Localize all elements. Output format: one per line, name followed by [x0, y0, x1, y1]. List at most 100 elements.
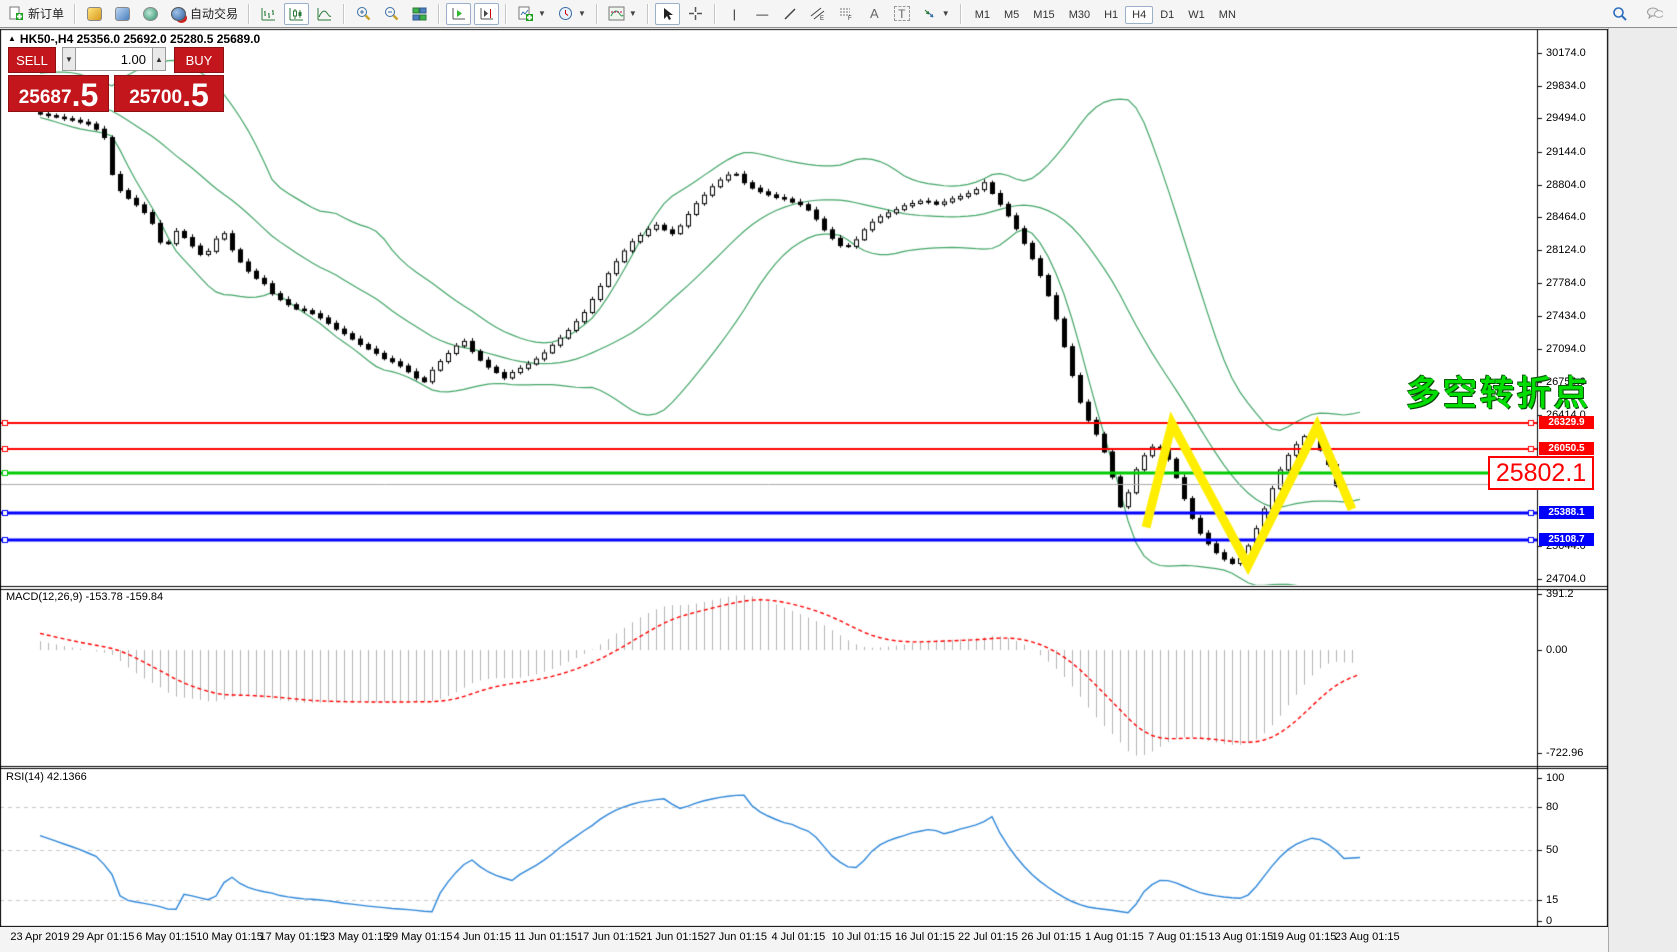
- price-callout-box[interactable]: 25802.1: [1488, 456, 1594, 490]
- time-tick-label: 13 Aug 01:15: [1208, 931, 1274, 943]
- time-tick-label: 4 Jun 01:15: [453, 931, 512, 943]
- price-tick: 26754.0: [1546, 375, 1586, 388]
- timeframe-w1[interactable]: W1: [1188, 8, 1205, 21]
- time-tick-label: 29 Apr 01:15: [71, 931, 135, 943]
- separator: [74, 3, 77, 24]
- time-tick-label: 22 Jul 01:15: [958, 931, 1018, 943]
- time-tick-label: 23 May 01:15: [322, 931, 390, 943]
- trendline-button[interactable]: [778, 3, 803, 25]
- timeframe-mn[interactable]: MN: [1218, 8, 1236, 21]
- macd-tick: 0.00: [1546, 644, 1568, 656]
- vertical-line-icon: |: [732, 6, 736, 21]
- text-button[interactable]: A: [862, 3, 887, 25]
- tile-windows-button[interactable]: [407, 3, 432, 25]
- price-tick: 28124.0: [1546, 244, 1586, 257]
- buy-button[interactable]: BUY: [174, 47, 224, 73]
- chart-title: ▲ HK50-,H4 25356.0 25692.0 25280.5 25689.…: [8, 32, 260, 46]
- arrows-button[interactable]: ▼: [917, 3, 954, 25]
- rsi-label: RSI(14) 42.1366: [6, 771, 87, 783]
- price-tick: 28804.0: [1546, 178, 1586, 191]
- market-watch-button[interactable]: [82, 3, 107, 25]
- svg-text:E: E: [820, 16, 824, 21]
- vertical-line-button[interactable]: |: [722, 3, 747, 25]
- text-label-button[interactable]: T: [890, 3, 914, 24]
- time-tick-label: 17 May 01:15: [259, 931, 327, 943]
- candlestick-chart-button[interactable]: [284, 2, 310, 25]
- crosshair-button[interactable]: [683, 3, 708, 25]
- trendline-icon: [782, 6, 799, 22]
- timeframe-m15[interactable]: M15: [1033, 8, 1055, 21]
- turning-point-annotation[interactable]: 多空转折点: [1406, 375, 1591, 413]
- macd-label: MACD(12,26,9) -153.78 -159.84: [6, 591, 164, 603]
- volume-decrease-button[interactable]: ▼: [62, 47, 76, 71]
- collapse-triangle-icon[interactable]: ▲: [8, 34, 16, 43]
- toolbar: 新订单 自动交易 ▼ ▼: [0, 0, 1677, 28]
- buy-price[interactable]: 25700 .5: [114, 75, 224, 112]
- timeframe-group: M1 M5 M15 M30 H1 H4 D1 W1 MN: [968, 5, 1243, 24]
- timeframe-m5[interactable]: M5: [1004, 8, 1020, 21]
- timeframe-h4[interactable]: H4: [1125, 5, 1154, 24]
- new-chart-icon: [517, 6, 534, 22]
- chat-button[interactable]: [1642, 3, 1667, 25]
- buy-price-frac: .5: [182, 76, 209, 113]
- time-tick-label: 10 Jul 01:15: [831, 931, 892, 943]
- sell-price[interactable]: 25687 .5: [8, 75, 109, 112]
- separator: [959, 3, 962, 24]
- timeframe-m30[interactable]: M30: [1068, 8, 1091, 21]
- zoom-out-button[interactable]: [379, 3, 404, 25]
- indicators-button[interactable]: ▼: [604, 3, 641, 25]
- symbol-period: HK50-,H4: [19, 32, 74, 46]
- navigator-button[interactable]: [138, 3, 163, 25]
- rsi-tick: 0: [1546, 915, 1553, 927]
- time-tick-label: 23 Apr 2019: [10, 931, 70, 943]
- search-button[interactable]: [1607, 3, 1632, 25]
- time-tick-label: 29 May 01:15: [385, 931, 453, 943]
- timeframe-m1[interactable]: M1: [974, 8, 990, 21]
- data-window-icon: [114, 6, 131, 22]
- time-tick-label: 7 Aug 01:15: [1148, 931, 1207, 943]
- timeframe-h1[interactable]: H1: [1104, 8, 1119, 21]
- macd-tick: 391.2: [1546, 588, 1574, 601]
- new-order-button[interactable]: 新订单: [4, 2, 68, 25]
- price-tick: 27434.0: [1546, 310, 1586, 323]
- sell-button[interactable]: SELL: [8, 47, 56, 73]
- period-button[interactable]: ▼: [553, 3, 590, 25]
- time-tick-label: 27 Jun 01:15: [703, 931, 767, 943]
- time-tick-label: 17 Jun 01:15: [576, 931, 641, 943]
- separator: [713, 3, 716, 24]
- rsi-tick: 15: [1546, 893, 1559, 906]
- bar-chart-button[interactable]: [256, 3, 281, 25]
- line-chart-button[interactable]: [312, 3, 337, 25]
- chart-shift-button[interactable]: [474, 2, 500, 25]
- cursor-icon: [659, 6, 676, 22]
- equidistant-channel-button[interactable]: E: [806, 3, 831, 25]
- time-tick-label: 1 Aug 01:15: [1085, 931, 1144, 943]
- toolbar-right-group: [1607, 3, 1667, 25]
- zoom-in-button[interactable]: [351, 3, 376, 25]
- market-watch-icon: [86, 6, 103, 22]
- time-tick-label: 19 Aug 01:15: [1271, 931, 1337, 943]
- volume-input[interactable]: [76, 47, 152, 71]
- volume-increase-button[interactable]: ▲: [152, 47, 166, 71]
- autotrading-button[interactable]: 自动交易: [166, 2, 242, 25]
- time-tick-label: 6 May 01:15: [136, 931, 197, 943]
- candlestick-chart-icon: [288, 6, 305, 22]
- timeframe-d1[interactable]: D1: [1160, 8, 1175, 21]
- chat-icon: [1646, 6, 1663, 22]
- new-chart-button[interactable]: ▼: [513, 3, 550, 25]
- price-tick: 27784.0: [1546, 276, 1586, 289]
- fibonacci-button[interactable]: F: [834, 3, 859, 25]
- price-tick: 29494.0: [1546, 112, 1586, 125]
- horizontal-line-button[interactable]: —: [750, 3, 775, 25]
- indicators-icon: [608, 6, 625, 22]
- time-tick-label: 10 May 01:15: [196, 931, 263, 943]
- navigator-icon: [142, 6, 159, 22]
- separator: [505, 3, 508, 24]
- data-window-button[interactable]: [110, 3, 135, 25]
- separator: [438, 3, 441, 24]
- line-chart-icon: [316, 6, 333, 22]
- cursor-button[interactable]: [654, 2, 680, 25]
- auto-scroll-button[interactable]: [446, 2, 472, 25]
